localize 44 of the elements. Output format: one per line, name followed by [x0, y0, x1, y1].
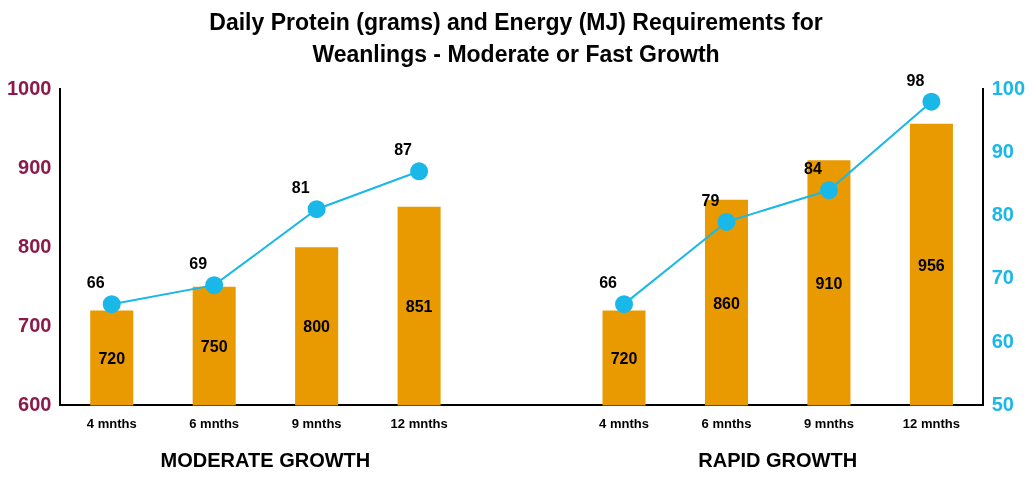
- y2-tick-label: 80: [991, 203, 1014, 226]
- data-label: 98: [906, 71, 925, 89]
- data-label: 87: [394, 141, 413, 159]
- data-label: 860: [713, 294, 740, 312]
- data-label: 66: [86, 274, 105, 292]
- y-tick-label: 700: [18, 313, 52, 336]
- data-label: 750: [200, 338, 228, 356]
- data-label: 66: [599, 274, 618, 292]
- y2-tick-label: 60: [991, 329, 1014, 352]
- y-tick-label: 1000: [6, 76, 52, 99]
- chart-title: Daily Protein (grams) and Energy (MJ) Requirements for Weanlings - Moderate or Fast Growth: [208, 8, 824, 69]
- data-label: 800: [303, 318, 331, 336]
- point: [410, 162, 429, 181]
- y2-tick-label: 90: [991, 139, 1014, 162]
- text: MODERATE GROWTH: [160, 449, 371, 471]
- x-tick-label: 6 mnths: [189, 415, 240, 431]
- x-tick-label: 9 mnths: [804, 415, 854, 431]
- y2-tick-label: 100: [991, 76, 1026, 99]
- data-label: 720: [610, 349, 638, 367]
- point: [102, 295, 121, 314]
- data-label: 956: [918, 256, 945, 274]
- point: [717, 212, 736, 231]
- x-tick-label: 6 mnths: [701, 415, 752, 431]
- x-tick-label: 4 mnths: [599, 415, 649, 431]
- y-tick-label: 600: [18, 392, 52, 415]
- x-tick-label: 9 mnths: [291, 415, 342, 431]
- x-tick-label: 4 mnths: [86, 415, 137, 431]
- x-tick-label: 12 mnths: [902, 415, 960, 431]
- point: [819, 181, 838, 200]
- point: [307, 200, 326, 219]
- point: [615, 295, 634, 314]
- data-label: 81: [291, 179, 310, 197]
- y2-tick-label: 70: [991, 266, 1014, 289]
- point: [205, 276, 224, 295]
- x-tick-label: 12 mnths: [390, 415, 448, 431]
- data-label: 851: [405, 298, 433, 316]
- y2-tick-label: 50: [991, 392, 1014, 415]
- data-label: 69: [189, 255, 208, 273]
- text: RAPID GROWTH: [698, 449, 858, 471]
- y-tick-label: 800: [18, 234, 52, 257]
- data-label: 720: [98, 349, 126, 367]
- data-label: 910: [815, 274, 843, 292]
- point: [922, 92, 941, 111]
- y-tick-label: 900: [18, 155, 52, 178]
